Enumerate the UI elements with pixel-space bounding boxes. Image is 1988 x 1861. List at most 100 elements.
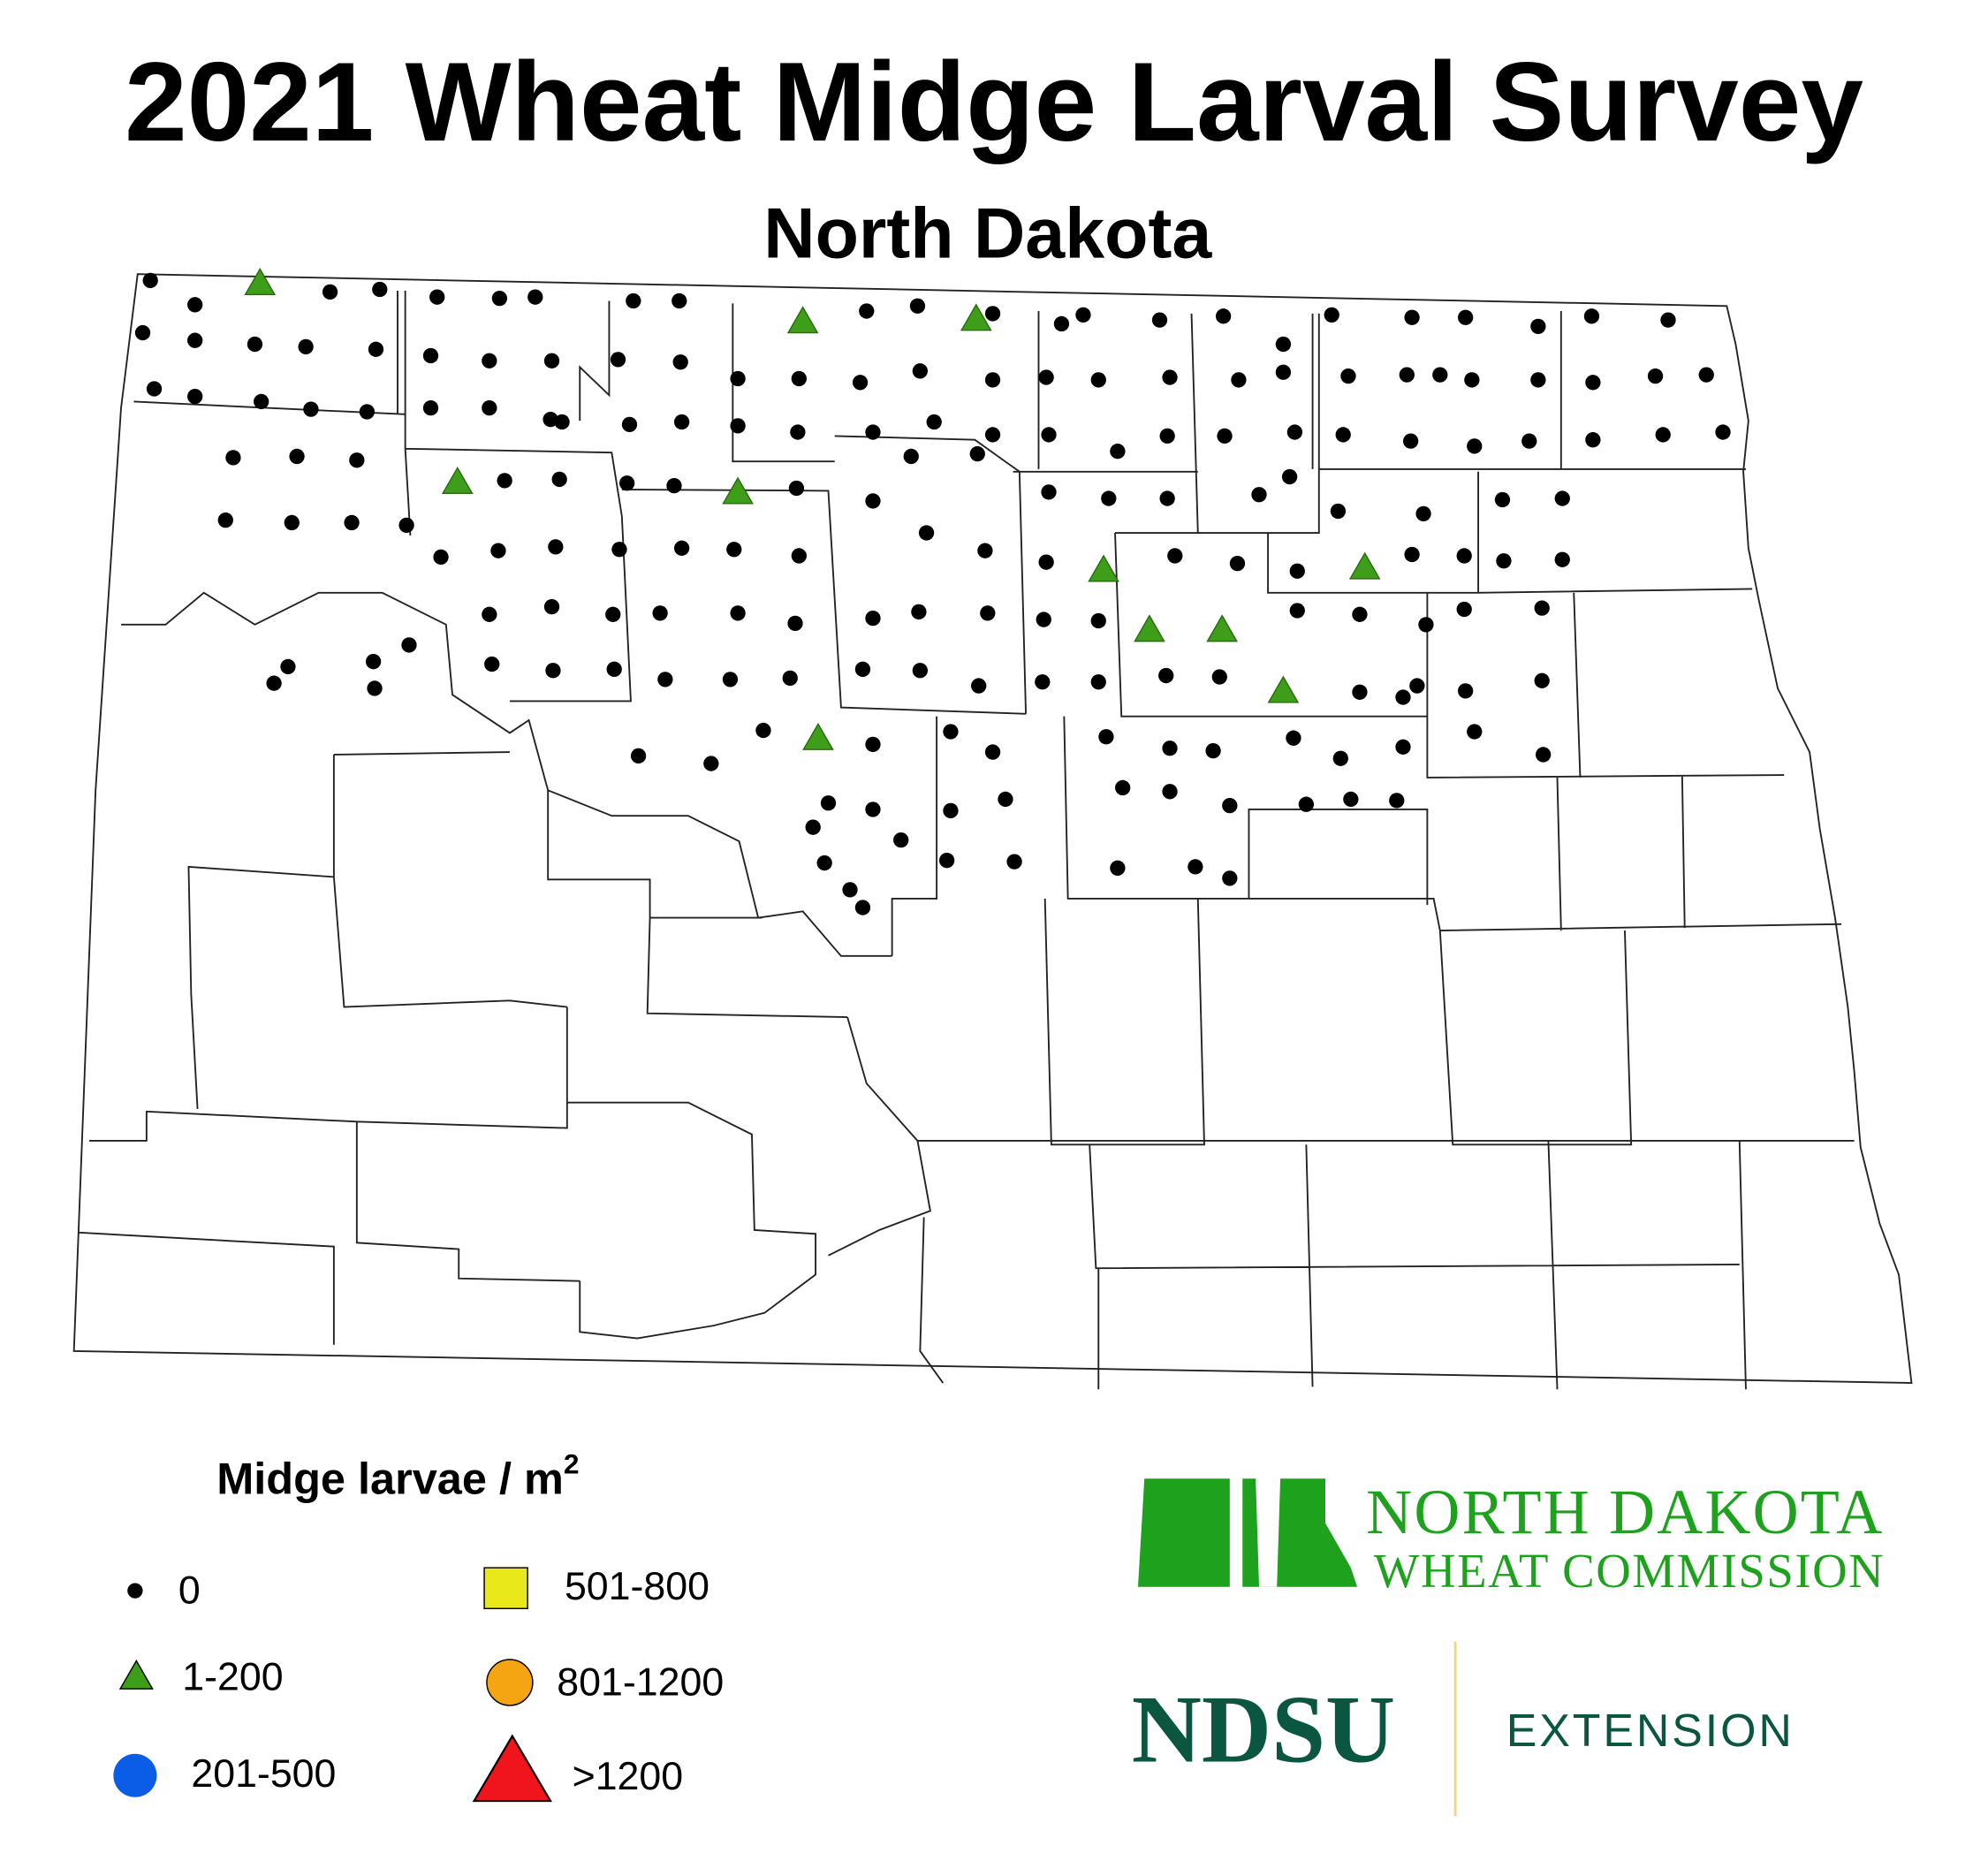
site-zero (284, 514, 300, 531)
legend-symbol (113, 1753, 157, 1797)
site-zero (1215, 308, 1232, 324)
site-zero (1229, 555, 1246, 572)
site-zero (1530, 372, 1546, 388)
site-zero (1330, 503, 1347, 520)
legend-label: 1-200 (182, 1656, 283, 1699)
site-zero (429, 289, 445, 305)
site-zero (673, 540, 690, 556)
site-zero (790, 424, 806, 440)
site-zero (1585, 375, 1601, 391)
site-zero (1467, 724, 1483, 740)
site-zero (367, 680, 383, 696)
site-zero (1159, 428, 1175, 444)
site-zero (543, 411, 558, 428)
site-zero (142, 272, 158, 289)
site-zero (1404, 309, 1420, 325)
site-zero (543, 599, 560, 615)
logo-text-2: WHEAT COMMISSION (1374, 1544, 1884, 1598)
logo-shape (1137, 1478, 1358, 1587)
site-zero (187, 332, 203, 348)
legend-title-text: Midge larvae / m (216, 1454, 564, 1504)
site-zero (618, 475, 635, 491)
site-zero (1281, 468, 1298, 485)
site-zero (842, 882, 858, 898)
site-zero (657, 672, 673, 687)
site-zero (1286, 730, 1301, 746)
extension: EXTENSION (1506, 1705, 1795, 1757)
site-zero (816, 855, 832, 871)
site-zero (1075, 307, 1091, 323)
site-zero (1041, 427, 1057, 443)
subtitle: North Dakota (763, 194, 1212, 273)
site-zero (1217, 428, 1233, 444)
site-zero (1298, 796, 1315, 812)
site-zero (134, 324, 151, 341)
site-zero (548, 539, 564, 555)
site-low (802, 722, 834, 750)
site-zero (788, 480, 805, 497)
site-zero (865, 424, 881, 440)
site-zero (1456, 601, 1472, 618)
site-zero (482, 400, 497, 416)
site-zero (187, 297, 203, 313)
state-map (72, 273, 1913, 1390)
site-zero (1159, 490, 1175, 506)
site-zero (1090, 372, 1106, 388)
ndsu: NDSU (1132, 1675, 1395, 1782)
site-zero (938, 853, 955, 869)
site-zero (1352, 684, 1368, 700)
state-outline (72, 273, 1913, 1384)
site-zero (1458, 309, 1474, 325)
site-zero (672, 292, 687, 309)
site-zero (280, 658, 296, 675)
site-zero (805, 819, 821, 835)
site-zero (401, 637, 417, 653)
site-zero (1647, 368, 1664, 384)
site-zero (1162, 741, 1178, 756)
logo-text-1: NORTH DAKOTA (1366, 1477, 1882, 1547)
legend-label: 0 (178, 1569, 201, 1613)
site-zero (1038, 369, 1054, 385)
site-zero (1715, 424, 1731, 440)
site-low (1267, 675, 1300, 703)
site-zero (606, 661, 622, 677)
site-zero (398, 517, 414, 533)
site-zero (1343, 791, 1359, 808)
site-low (1348, 551, 1381, 580)
site-zero (1038, 554, 1054, 570)
site-zero (912, 363, 928, 379)
site-zero (605, 606, 621, 622)
site-zero (621, 416, 638, 433)
site-zero (1187, 859, 1203, 875)
site-zero (984, 306, 1001, 322)
site-low (1134, 614, 1165, 642)
site-zero (1404, 546, 1420, 563)
site-zero (1585, 432, 1601, 448)
site-zero (1289, 603, 1305, 619)
site-zero (1324, 307, 1339, 323)
site-zero (865, 610, 881, 627)
site-zero (1251, 487, 1267, 503)
legend-label: 801-1200 (557, 1660, 724, 1704)
site-zero (1286, 424, 1303, 440)
site-zero (820, 795, 837, 811)
site-zero (852, 375, 869, 391)
site-zero (1110, 444, 1126, 460)
site-zero (359, 404, 376, 420)
site-zero (1222, 870, 1238, 886)
site-zero (865, 493, 881, 509)
site-zero (289, 448, 305, 465)
site-zero (497, 473, 512, 489)
site-zero (703, 756, 719, 771)
site-zero (543, 353, 560, 368)
site-zero (551, 471, 567, 488)
site-zero (225, 450, 241, 466)
site-zero (1554, 551, 1570, 567)
site-zero (217, 512, 233, 528)
site-zero (1458, 683, 1474, 699)
site-zero (1464, 372, 1480, 388)
site-zero (1222, 798, 1238, 814)
legend-label: 501-800 (565, 1565, 709, 1608)
legend-label: 201-500 (191, 1752, 336, 1796)
site-zero (1090, 674, 1106, 690)
